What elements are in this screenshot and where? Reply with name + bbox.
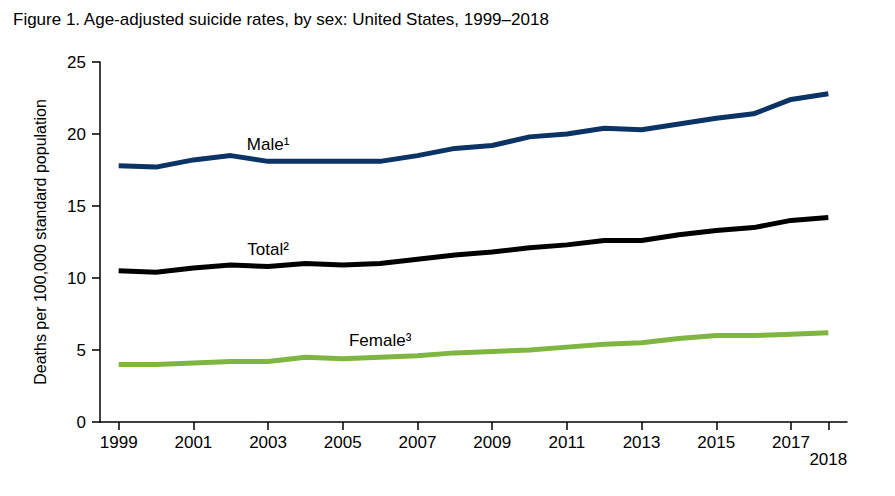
svg-text:2017: 2017 (772, 433, 810, 452)
svg-text:0: 0 (77, 413, 86, 432)
svg-text:2018: 2018 (809, 450, 847, 469)
svg-text:2009: 2009 (473, 433, 511, 452)
svg-text:2003: 2003 (249, 433, 287, 452)
svg-text:2001: 2001 (174, 433, 212, 452)
svg-text:2013: 2013 (623, 433, 661, 452)
svg-text:Total²: Total² (247, 240, 289, 259)
svg-text:5: 5 (77, 341, 86, 360)
svg-text:20: 20 (67, 125, 86, 144)
svg-text:25: 25 (67, 53, 86, 72)
svg-text:10: 10 (67, 269, 86, 288)
svg-text:Deaths per 100,000 standard po: Deaths per 100,000 standard population (32, 99, 49, 385)
svg-text:1999: 1999 (100, 433, 138, 452)
svg-text:2007: 2007 (399, 433, 437, 452)
svg-text:Female³: Female³ (349, 331, 412, 350)
svg-text:2005: 2005 (324, 433, 362, 452)
svg-text:2015: 2015 (697, 433, 735, 452)
svg-text:Male¹: Male¹ (247, 135, 290, 154)
svg-text:15: 15 (67, 197, 86, 216)
svg-text:Figure 1. Age-adjusted suicide: Figure 1. Age-adjusted suicide rates, by… (13, 10, 549, 29)
svg-text:2011: 2011 (549, 433, 586, 452)
